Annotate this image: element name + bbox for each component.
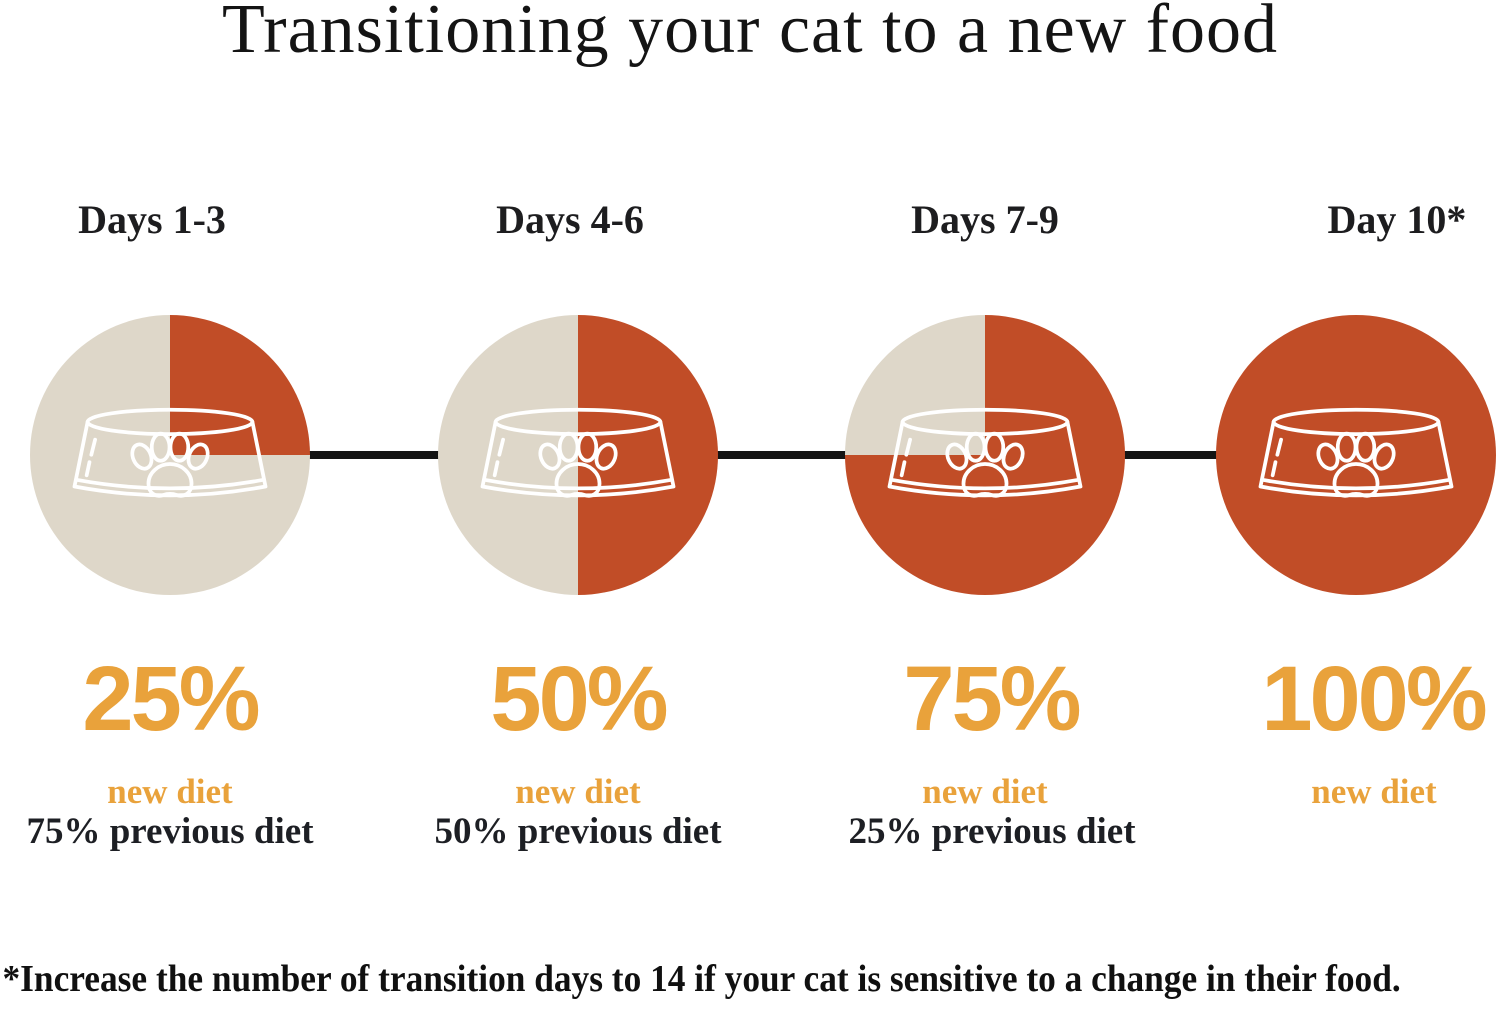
food-ratio-pie: [1216, 315, 1496, 595]
bowl-highlight: [84, 437, 97, 478]
pet-bowl-icon: [72, 407, 268, 498]
pet-bowl-icon: [887, 407, 1083, 498]
stage-day-10: Day 10* 100% new di: [1176, 0, 1500, 1010]
paw-print-icon: [945, 431, 1025, 498]
new-diet-label: new diet: [922, 772, 1048, 811]
new-diet-percentage: 75%: [903, 648, 1081, 750]
new-diet-percentage: 25%: [82, 648, 260, 750]
stage-days-4-6: Days 4-6 50% new di: [398, 0, 758, 1010]
stage-day-label: Days 4-6: [496, 197, 644, 242]
stage-day-label: Days 1-3: [78, 197, 226, 242]
stage-days-1-3: Days 1-3 25% new di: [0, 0, 350, 1010]
stage-day-label: Days 7-9: [911, 197, 1059, 242]
new-diet-label: new diet: [1311, 772, 1437, 811]
food-ratio-pie: [30, 315, 310, 595]
food-ratio-pie: [438, 315, 718, 595]
bowl-highlight: [492, 437, 505, 478]
pet-bowl-icon: [480, 407, 676, 498]
bowl-highlight: [1270, 437, 1283, 478]
previous-diet-label: 75% previous diet: [26, 811, 314, 852]
bowl-highlight: [899, 437, 912, 478]
page-title: Transitioning your cat to a new food: [221, 0, 1279, 68]
paw-print-icon: [130, 431, 210, 498]
paw-print-icon: [538, 431, 618, 498]
previous-diet-label: 50% previous diet: [434, 811, 722, 852]
paw-print-icon: [1316, 431, 1396, 498]
food-ratio-pie: [845, 315, 1125, 595]
footnote: *Increase the number of transition days …: [2, 958, 1401, 1000]
stage-days-7-9: Days 7-9 75% new di: [805, 0, 1165, 1010]
stage-day-label: Day 10*: [1327, 197, 1467, 242]
new-diet-label: new diet: [107, 772, 233, 811]
new-diet-percentage: 50%: [490, 648, 668, 750]
pet-bowl-icon: [1258, 407, 1454, 498]
new-diet-percentage: 100%: [1261, 648, 1487, 750]
new-diet-label: new diet: [515, 772, 641, 811]
previous-diet-label: 25% previous diet: [848, 811, 1136, 852]
timeline-connector-line: [170, 451, 1356, 459]
